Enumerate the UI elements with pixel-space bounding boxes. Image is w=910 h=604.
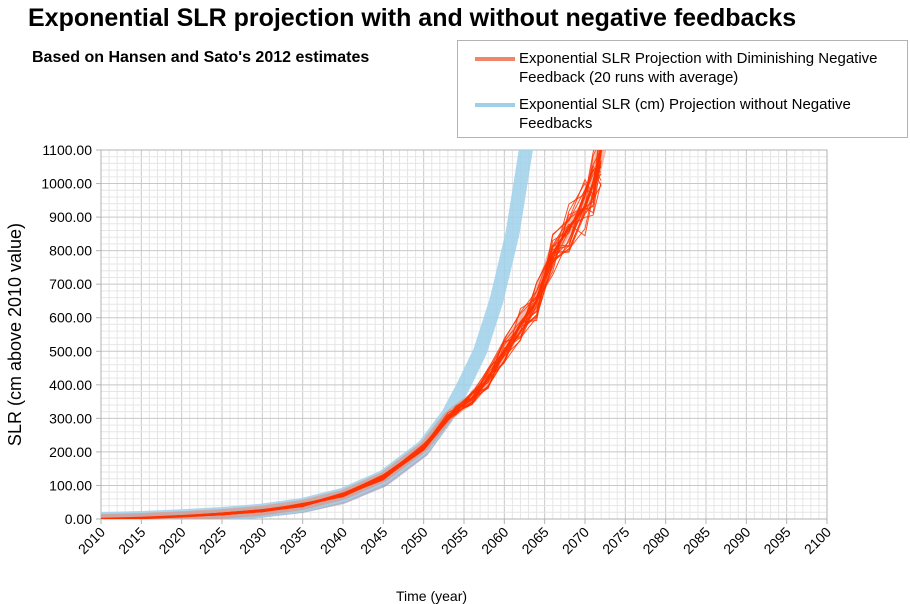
x-tick-label: 2085 — [680, 524, 713, 557]
y-tick-label: 300.00 — [49, 410, 92, 426]
y-tick-label: 800.00 — [49, 243, 92, 259]
x-axis-label: Time (year) — [396, 588, 468, 604]
x-tick-label: 2075 — [599, 524, 632, 557]
y-tick-label: 900.00 — [49, 209, 92, 225]
y-tick-label: 600.00 — [49, 310, 92, 326]
x-tick-label: 2035 — [276, 524, 309, 557]
x-tick-label: 2100 — [801, 524, 834, 557]
x-tick-label: 2050 — [397, 524, 430, 557]
chart-title: Exponential SLR projection with and with… — [28, 4, 797, 32]
legend-swatch-no-feedback — [475, 103, 515, 107]
legend-swatch-feedback — [475, 57, 515, 61]
legend-label-feedback: Exponential SLR Projection with Diminish… — [519, 50, 878, 86]
x-tick-label: 2045 — [357, 524, 390, 557]
x-tick-label: 2065 — [518, 524, 551, 557]
y-tick-label: 200.00 — [49, 444, 92, 460]
y-tick-label: 400.00 — [49, 377, 92, 393]
y-tick-label: 700.00 — [49, 276, 92, 292]
x-tick-label: 2060 — [478, 524, 511, 557]
x-tick-label: 2080 — [639, 524, 672, 557]
y-tick-label: 1100.00 — [42, 142, 92, 158]
y-tick-label: 100.00 — [49, 477, 92, 493]
x-tick-label: 2030 — [236, 524, 269, 557]
x-tick-label: 2070 — [559, 524, 592, 557]
y-tick-label: 1000.00 — [41, 176, 92, 192]
legend: Exponential SLR Projection with Diminish… — [457, 40, 908, 138]
y-tick-label: 0.00 — [65, 511, 92, 527]
x-tick-label: 2025 — [196, 524, 229, 557]
y-tick-label: 500.00 — [49, 343, 92, 359]
x-tick-label: 2095 — [760, 524, 793, 557]
y-axis-label: SLR (cm above 2010 value) — [5, 223, 25, 446]
legend-label-no-feedback: Exponential SLR (cm) Projection without … — [519, 96, 851, 132]
x-tick-label: 2015 — [115, 524, 148, 557]
x-tick-label: 2040 — [317, 524, 350, 557]
x-tick-label: 2010 — [75, 524, 108, 557]
x-tick-label: 2055 — [438, 524, 471, 557]
chart-subtitle: Based on Hansen and Sato's 2012 estimate… — [32, 49, 370, 66]
x-tick-label: 2020 — [155, 524, 188, 557]
x-tick-label: 2090 — [720, 524, 753, 557]
